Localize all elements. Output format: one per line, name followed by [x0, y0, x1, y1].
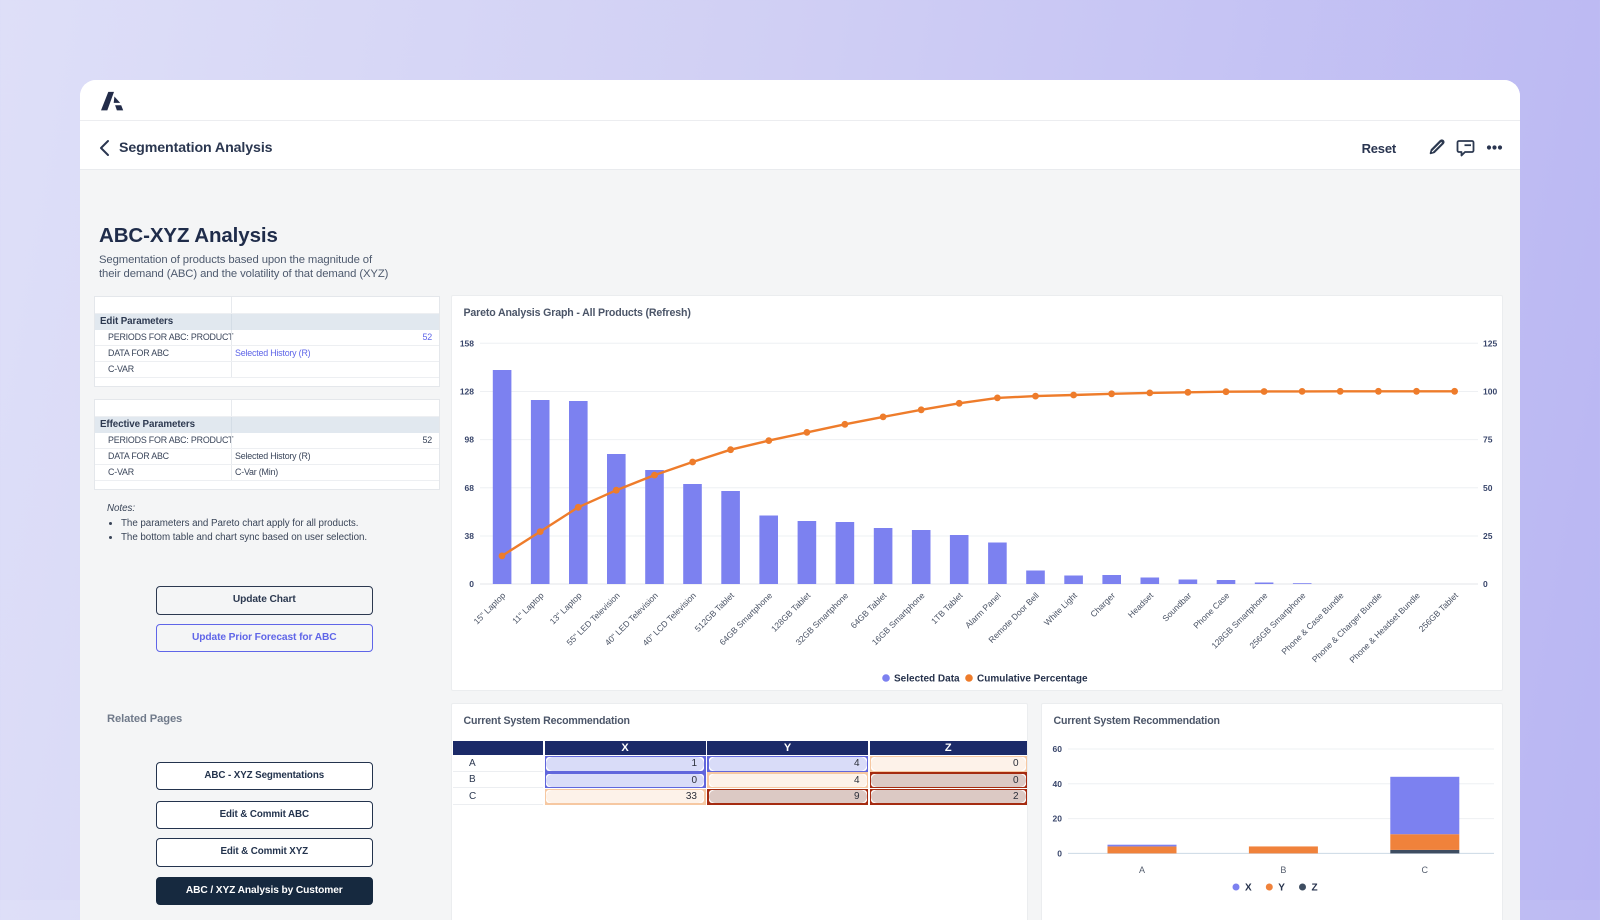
- svg-text:1TB Tablet: 1TB Tablet: [928, 590, 964, 626]
- svg-text:Soundbar: Soundbar: [1160, 590, 1193, 623]
- svg-text:75: 75: [1483, 435, 1493, 445]
- svg-text:13" Laptop: 13" Laptop: [547, 590, 583, 626]
- svg-text:Y: Y: [1278, 883, 1285, 894]
- svg-text:Alarm Panel: Alarm Panel: [962, 590, 1002, 630]
- svg-text:68: 68: [464, 483, 474, 493]
- svg-text:15" Laptop: 15" Laptop: [471, 590, 507, 626]
- svg-text:0: 0: [469, 579, 474, 589]
- svg-text:40: 40: [1052, 779, 1062, 789]
- svg-text:Phone & Charger Bundle: Phone & Charger Bundle: [1309, 590, 1383, 664]
- svg-text:100: 100: [1483, 387, 1497, 397]
- svg-text:20: 20: [1052, 814, 1062, 824]
- svg-text:256GB Tablet: 256GB Tablet: [1416, 590, 1460, 634]
- svg-text:Phone & Headset Bundle: Phone & Headset Bundle: [1347, 590, 1422, 665]
- svg-text:60: 60: [1052, 744, 1062, 754]
- svg-text:0: 0: [1483, 579, 1488, 589]
- svg-text:Phone Case: Phone Case: [1191, 590, 1231, 630]
- svg-text:C: C: [1421, 865, 1428, 875]
- svg-text:X: X: [1245, 883, 1252, 894]
- svg-text:125: 125: [1483, 338, 1497, 348]
- svg-text:B: B: [1280, 865, 1286, 875]
- svg-text:Charger: Charger: [1088, 590, 1117, 619]
- svg-text:0: 0: [1057, 848, 1062, 858]
- svg-text:158: 158: [459, 338, 473, 348]
- svg-text:64GB Tablet: 64GB Tablet: [848, 590, 888, 630]
- svg-text:Selected Data: Selected Data: [894, 674, 960, 685]
- svg-text:A: A: [1138, 865, 1144, 875]
- svg-text:Cumulative Percentage: Cumulative Percentage: [977, 674, 1088, 685]
- svg-text:11" Laptop: 11" Laptop: [510, 590, 546, 626]
- svg-text:White Light: White Light: [1041, 590, 1079, 628]
- svg-text:98: 98: [464, 435, 474, 445]
- svg-text:50: 50: [1483, 483, 1493, 493]
- svg-text:Headset: Headset: [1125, 590, 1155, 620]
- svg-text:25: 25: [1483, 531, 1493, 541]
- svg-text:38: 38: [464, 531, 474, 541]
- svg-text:Z: Z: [1311, 883, 1317, 894]
- svg-text:128: 128: [459, 387, 473, 397]
